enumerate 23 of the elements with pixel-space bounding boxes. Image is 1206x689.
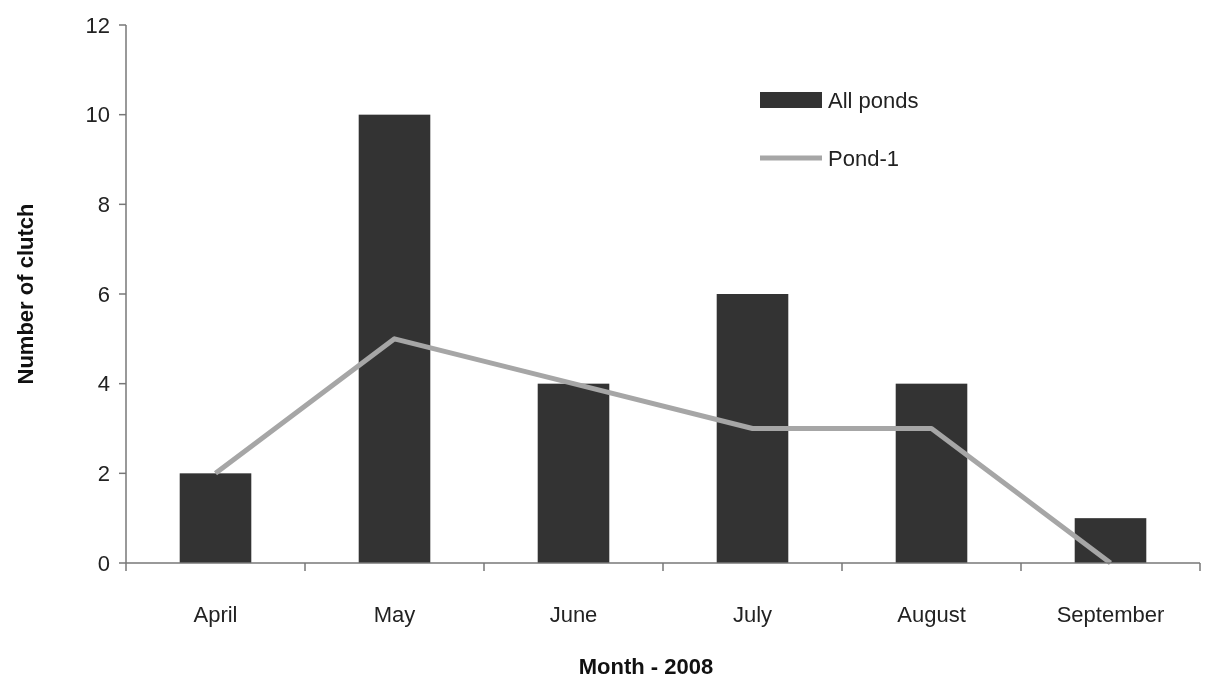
- bar: [895, 383, 968, 563]
- y-tick-label: 6: [97, 281, 110, 307]
- y-tick-label: 12: [85, 12, 110, 38]
- y-tick-label: 8: [97, 192, 110, 218]
- x-axis-title: Month - 2008: [578, 654, 714, 679]
- x-tick-label: June: [549, 602, 598, 627]
- y-tick-label: 0: [97, 550, 110, 576]
- y-axis-title: Number of clutch: [13, 203, 38, 385]
- bar: [537, 383, 610, 563]
- bar: [358, 114, 431, 563]
- bar: [179, 473, 252, 563]
- legend-label: Pond-1: [828, 145, 899, 171]
- x-tick-label: September: [1056, 602, 1165, 627]
- x-tick-label: April: [193, 602, 238, 627]
- x-tick-label: August: [897, 602, 966, 627]
- y-tick-label: 4: [97, 371, 110, 397]
- y-tick-label: 2: [97, 461, 110, 487]
- bar: [716, 294, 789, 563]
- x-tick-label: May: [373, 602, 416, 627]
- x-tick-label: July: [732, 602, 773, 627]
- y-tick-label: 10: [85, 102, 110, 128]
- bar: [1074, 518, 1147, 563]
- legend-label: All ponds: [828, 87, 919, 113]
